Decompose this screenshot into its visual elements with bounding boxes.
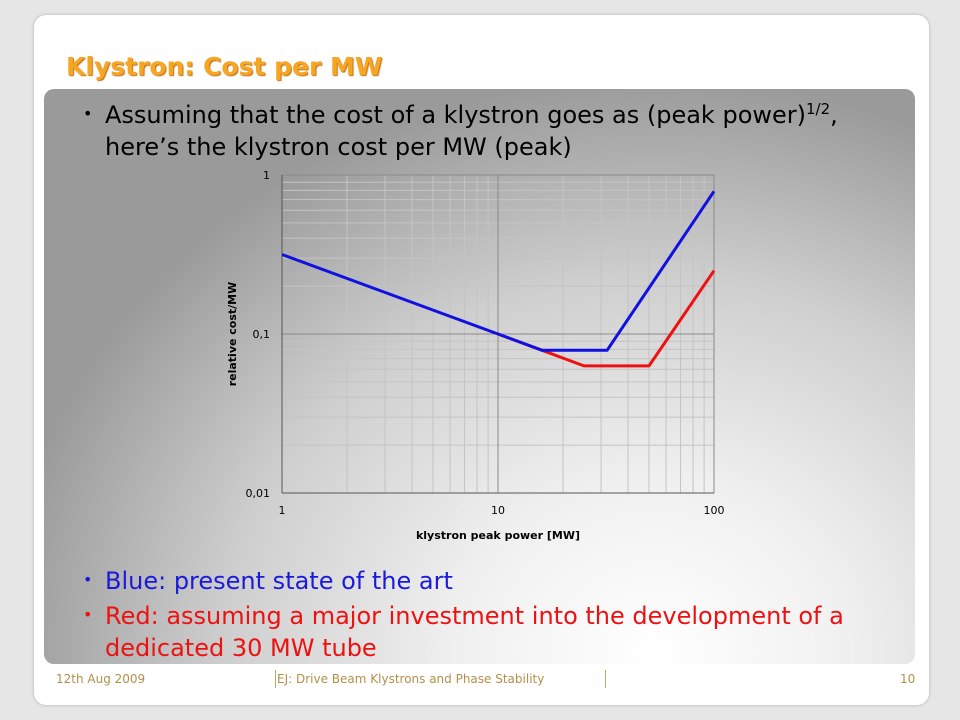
bullet-red-text: Red: assuming a major investment into th… <box>105 602 844 662</box>
y-tick-label: 0,1 <box>253 328 271 341</box>
cost-chart: 1 10 100 0,01 0,1 1 klystron peak power [MW] re… <box>226 169 725 542</box>
bullet-assumption-exponent: 1/2 <box>806 100 831 118</box>
bullet-assumption-text-end: , here’s the klystron cost per MW (peak) <box>105 101 838 161</box>
bullet-blue-text: Blue: present state of the art <box>105 567 453 595</box>
x-tick-label: 100 <box>704 504 725 517</box>
footer-divider <box>605 670 606 688</box>
bullet-blue-legend: • Blue: present state of the art <box>83 565 895 597</box>
x-axis-label: klystron peak power [MW] <box>416 529 580 542</box>
bullet-assumption-text: Assuming that the cost of a klystron goe… <box>105 101 807 129</box>
bullet-dot-icon: • <box>83 104 93 123</box>
footer-divider <box>275 670 276 688</box>
footer-page-number: 10 <box>900 672 916 686</box>
content-panel <box>44 89 915 664</box>
bullet-dot-icon: • <box>83 570 93 589</box>
y-axis-label: relative cost/MW <box>226 282 239 387</box>
footer-title: EJ: Drive Beam Klystrons and Phase Stabi… <box>277 672 545 686</box>
bullet-assumption: • Assuming that the cost of a klystron g… <box>83 99 895 163</box>
y-tick-label: 0,01 <box>246 487 271 500</box>
bullet-dot-icon: • <box>83 605 93 624</box>
footer-date: 12th Aug 2009 <box>56 672 146 686</box>
x-tick-label: 10 <box>491 504 505 517</box>
bullet-red-legend: • Red: assuming a major investment into … <box>83 600 905 664</box>
x-tick-label: 1 <box>279 504 286 517</box>
series-line-blue <box>281 190 716 352</box>
slide-title: Klystron: Cost per MW <box>66 52 383 81</box>
y-tick-label: 1 <box>263 169 270 182</box>
